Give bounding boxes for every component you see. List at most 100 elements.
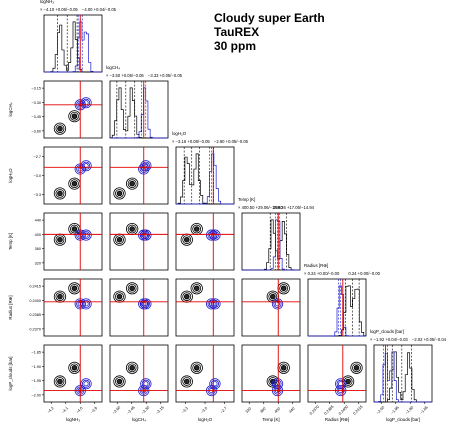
contour-a-1-0-0 — [53, 122, 67, 135]
contour-b-3-0-1 — [80, 229, 92, 241]
ytick-label-4-2: 0.2400 — [29, 299, 41, 303]
contour-a-4-2-0 — [180, 290, 193, 303]
contour-b-2-0-1 — [80, 160, 92, 172]
xtick-label-5-1: −1.95 — [390, 405, 400, 415]
truth-point-1-0 — [78, 103, 82, 107]
param-title-left-5: × −1.92 +0.04/−0.03 — [370, 337, 408, 342]
ytick-label-5-1: −1.95 — [31, 379, 41, 383]
ytick-label-5-2: −1.90 — [31, 365, 41, 369]
contour-b-5-0-1 — [80, 378, 92, 390]
contour-b-5-1-1 — [140, 378, 152, 390]
ytick-label-1-3: −3.15 — [31, 87, 41, 91]
contour-a-4-0-0 — [53, 290, 67, 303]
contour-a-3-1-1 — [126, 222, 139, 236]
hist-b-0 — [44, 21, 102, 73]
panel-frame-4-2 — [175, 278, 235, 337]
contour-a-5-2-1 — [190, 361, 203, 374]
plot-title-line2: TauREX — [214, 25, 260, 39]
contour-a-5-2-0 — [180, 375, 193, 388]
xtick-label-2-2: −2.7 — [220, 406, 228, 414]
xtick-label-3-2: 400 — [274, 407, 281, 414]
param-title-right-4: 0.24 +0.00/−0.00 — [348, 271, 380, 276]
contour-a-5-0-1 — [68, 361, 81, 374]
hist-a-0 — [44, 21, 102, 73]
panel-frame-3-2 — [175, 212, 235, 271]
param-title-label-5: logP_clouds [bar] — [370, 329, 404, 334]
x-axis-label-4: Radius [R⊕] — [325, 417, 349, 422]
contour-a-3-0-0 — [53, 233, 67, 246]
contour-b-5-4-1 — [335, 378, 347, 390]
contour-b-4-0-1 — [80, 298, 92, 310]
ytick-label-1-1: −3.45 — [31, 115, 41, 119]
param-title-left-1: × −3.50 +0.05/−0.06 — [106, 73, 144, 78]
hist-a-3 — [242, 219, 300, 271]
truth-point-5-2 — [211, 389, 215, 392]
xtick-label-0-1: −4.1 — [61, 406, 69, 414]
xtick-label-5-3: −1.85 — [419, 405, 429, 415]
xtick-label-3-3: 440 — [288, 407, 295, 414]
xtick-label-4-1: 0.2385 — [324, 405, 335, 416]
contour-a-5-1-0 — [113, 375, 126, 388]
xtick-label-5-0: −2.00 — [376, 405, 386, 415]
xtick-label-2-0: −3.3 — [181, 406, 189, 414]
truth-point-5-3 — [276, 389, 280, 392]
plot-title-line3: 30 ppm — [214, 39, 257, 53]
param-title-label-4: Radius [R⊕] — [304, 263, 328, 268]
contour-a-2-1-0 — [113, 187, 126, 200]
panel-frame-4-3 — [241, 278, 301, 337]
param-title-label-3: Temp [K] — [238, 197, 255, 202]
ytick-label-1-2: −3.30 — [31, 101, 41, 105]
hist-b-2 — [176, 153, 234, 205]
truth-point-3-0 — [78, 232, 82, 236]
truth-point-5-1 — [142, 389, 146, 392]
y-axis-label-4: Radius [R⊕] — [8, 295, 13, 319]
contour-a-4-3-1 — [277, 282, 290, 295]
panel-frame-5-3 — [241, 344, 301, 403]
contour-b-3-2-1 — [209, 229, 221, 241]
xtick-label-5-2: −1.90 — [405, 405, 415, 415]
xtick-label-1-1: −3.45 — [126, 405, 136, 415]
hist-b-1 — [110, 87, 168, 139]
xtick-label-0-3: −3.9 — [90, 406, 98, 414]
ytick-label-2-2: −2.7 — [34, 155, 42, 159]
contour-b-5-2-1 — [209, 378, 221, 390]
param-title-right-1: −3.33 +0.05/−0.05 — [148, 73, 183, 78]
contour-a-5-1-1 — [126, 361, 139, 374]
contour-a-3-2-1 — [190, 222, 203, 236]
truth-point-4-0 — [78, 300, 82, 304]
ytick-label-4-1: 0.2385 — [29, 313, 41, 317]
contour-a-4-2-1 — [190, 282, 203, 295]
param-title-label-0: logNH₃ — [40, 0, 54, 4]
panel-frame-2-0 — [43, 146, 103, 205]
contour-a-2-0-1 — [68, 177, 81, 190]
ytick-label-2-1: −3.0 — [34, 174, 42, 178]
param-title-left-4: × 0.24 +0.00/−0.00 — [304, 271, 340, 276]
contour-a-4-1-0 — [113, 290, 126, 303]
xtick-label-2-1: −3.0 — [200, 406, 208, 414]
contour-a-4-0-1 — [68, 282, 81, 295]
ytick-label-3-2: 400 — [35, 233, 41, 237]
truth-point-3-2 — [211, 232, 215, 236]
hist-b-3 — [242, 219, 300, 271]
xtick-label-1-0: −3.60 — [112, 405, 122, 415]
truth-point-4-2 — [211, 300, 215, 304]
contour-a-4-1-1 — [126, 282, 139, 295]
param-title-left-0: × −4.10 +0.06/−0.05 — [40, 7, 78, 12]
contour-a-1-0-1 — [68, 110, 81, 123]
contour-a-2-0-0 — [53, 187, 67, 200]
xtick-label-1-3: −3.15 — [155, 405, 165, 415]
contour-a-5-0-0 — [53, 375, 67, 388]
y-axis-label-2: logH₂O — [8, 168, 13, 183]
xtick-label-1-2: −3.30 — [141, 405, 151, 415]
panel-frame-3-0 — [43, 212, 103, 271]
x-axis-label-5: logP_clouds [bar] — [386, 417, 420, 422]
xtick-label-3-0: 320 — [245, 407, 252, 414]
ytick-label-3-3: 440 — [35, 219, 41, 223]
truth-point-5-4 — [341, 389, 345, 392]
xtick-label-4-3: 0.2415 — [353, 405, 364, 416]
x-axis-label-3: Temp [K] — [262, 417, 279, 422]
x-axis-label-1: logCH₄ — [132, 417, 146, 422]
panel-frame-5-4 — [307, 344, 367, 403]
ytick-label-5-0: −2.00 — [31, 393, 41, 397]
